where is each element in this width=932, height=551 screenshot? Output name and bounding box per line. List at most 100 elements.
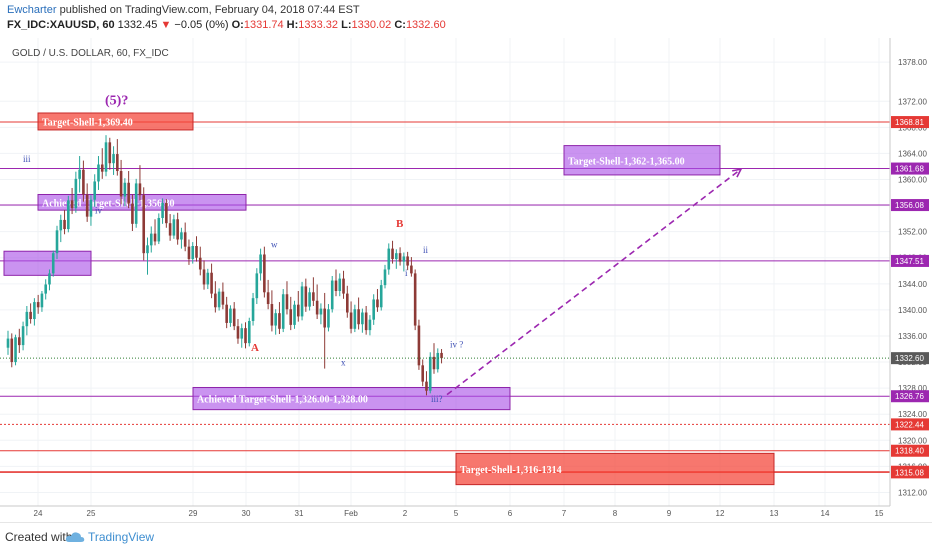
- level-badge-label: 1315.08: [895, 468, 924, 477]
- candle-body: [40, 293, 44, 308]
- candle-body: [217, 291, 221, 308]
- candle-body: [391, 248, 394, 260]
- time-tick-label: 29: [189, 509, 198, 518]
- time-tick-label: 31: [295, 509, 304, 518]
- candle-body: [146, 245, 149, 254]
- candle-body: [214, 293, 217, 308]
- candle-body: [210, 272, 213, 294]
- level-badge: [891, 199, 929, 212]
- candle-body: [296, 304, 300, 317]
- candle-body: [319, 308, 323, 315]
- level-badge-label: 1318.40: [895, 447, 924, 456]
- current-price-badge: [891, 352, 929, 365]
- wave-label: (5)?: [105, 94, 128, 109]
- candle-body: [244, 328, 247, 344]
- candle-body: [29, 311, 32, 320]
- candle-body: [44, 284, 47, 294]
- zone-label: Achieved Target-Shell-1,356.80: [42, 198, 175, 209]
- candle-body: [421, 365, 424, 382]
- candle-body: [376, 299, 379, 308]
- candle-body: [187, 246, 191, 260]
- candle-body: [251, 298, 255, 321]
- price-tick-label: 1378.00: [898, 58, 927, 67]
- published-text: published on TradingView.com, February 0…: [59, 4, 360, 16]
- time-tick-label: 12: [716, 509, 725, 518]
- candle-body: [25, 311, 29, 327]
- tradingview-cloud-icon: [65, 532, 85, 542]
- candle-body: [406, 256, 409, 266]
- candle-body: [278, 313, 281, 329]
- candle-body: [161, 202, 164, 218]
- price-tick-label: 1352.00: [898, 228, 927, 237]
- level-badge: [891, 116, 929, 129]
- wave-label: i: [405, 268, 408, 278]
- open-label: O:: [231, 19, 244, 31]
- candle-body: [176, 219, 179, 240]
- chart-background: [0, 38, 932, 522]
- price-tick-label: 1324.00: [898, 410, 927, 419]
- time-tick-label: 5: [454, 509, 459, 518]
- projection-line: [446, 168, 742, 396]
- symbol-label: FX_IDC:XAUUSD, 60: [7, 19, 115, 31]
- candle-body: [70, 200, 74, 209]
- candle-body: [330, 280, 334, 310]
- time-tick-label: 8: [613, 509, 618, 518]
- candle-body: [195, 246, 198, 258]
- candle-body: [432, 356, 436, 370]
- level-badge-label: 1322.44: [895, 420, 924, 429]
- low-label: L:: [341, 19, 352, 31]
- candle-body: [51, 253, 55, 274]
- candle-body: [323, 308, 326, 328]
- time-axis[interactable]: 24 25 29 30 31 Feb 2 5 6 7 8 9 12 13 14 15: [34, 509, 884, 518]
- candle-body: [259, 254, 262, 274]
- price-change: −0.05 (0%): [174, 19, 229, 31]
- down-arrow-icon: ▼: [160, 19, 172, 31]
- created-with-label: Created with: [5, 530, 73, 544]
- candle-body: [304, 286, 308, 307]
- candle-body: [116, 154, 119, 172]
- level-badge: [891, 418, 929, 431]
- high-label: H:: [286, 19, 299, 31]
- candle-body: [402, 256, 406, 262]
- candle-body: [108, 142, 112, 164]
- candle-body: [157, 217, 161, 242]
- candle-body: [229, 308, 232, 323]
- level-badge: [891, 444, 929, 457]
- level-badge: [891, 162, 929, 175]
- candle-body: [172, 219, 176, 236]
- candle-body: [274, 313, 277, 326]
- candle-body: [312, 292, 315, 301]
- level-badge: [891, 390, 929, 403]
- candle-body: [436, 352, 440, 370]
- price-axis[interactable]: 1378.001372.001368.001364.001360.001356.…: [0, 58, 929, 497]
- candle-body: [300, 286, 304, 317]
- target-zone-purple: [192, 386, 511, 411]
- tradingview-link[interactable]: TradingView: [88, 530, 155, 544]
- candle-body: [138, 183, 142, 196]
- author-link[interactable]: Ewcharter: [7, 4, 57, 16]
- open-value: 1331.74: [243, 19, 284, 31]
- price-chart[interactable]: Target-Shell-1,369.40 Target-Shell-1,362-…: [0, 38, 932, 522]
- high-value: 1333.32: [298, 19, 339, 31]
- price-tick-label: 1364.00: [898, 149, 927, 158]
- candle-body: [6, 338, 10, 348]
- time-tick-label: 2: [403, 509, 408, 518]
- current-price-label: 1332.60: [895, 354, 924, 363]
- time-tick-label: 13: [770, 509, 779, 518]
- target-zone-red: [455, 452, 775, 486]
- candle-body: [180, 232, 183, 240]
- candle-body: [266, 292, 270, 305]
- candle-body: [263, 254, 266, 293]
- time-tick-label: 9: [667, 509, 672, 518]
- candle-body: [387, 248, 391, 270]
- candle-body: [21, 326, 25, 346]
- candle-body: [206, 272, 210, 285]
- close-value: 1332.60: [405, 19, 446, 31]
- target-zones: Target-Shell-1,369.40 Target-Shell-1,362-…: [3, 112, 775, 486]
- time-tick-label: 14: [821, 509, 830, 518]
- candle-body: [342, 278, 345, 294]
- candle-body: [338, 278, 342, 291]
- level-badge-label: 1356.08: [895, 201, 924, 210]
- candle-body: [440, 352, 443, 359]
